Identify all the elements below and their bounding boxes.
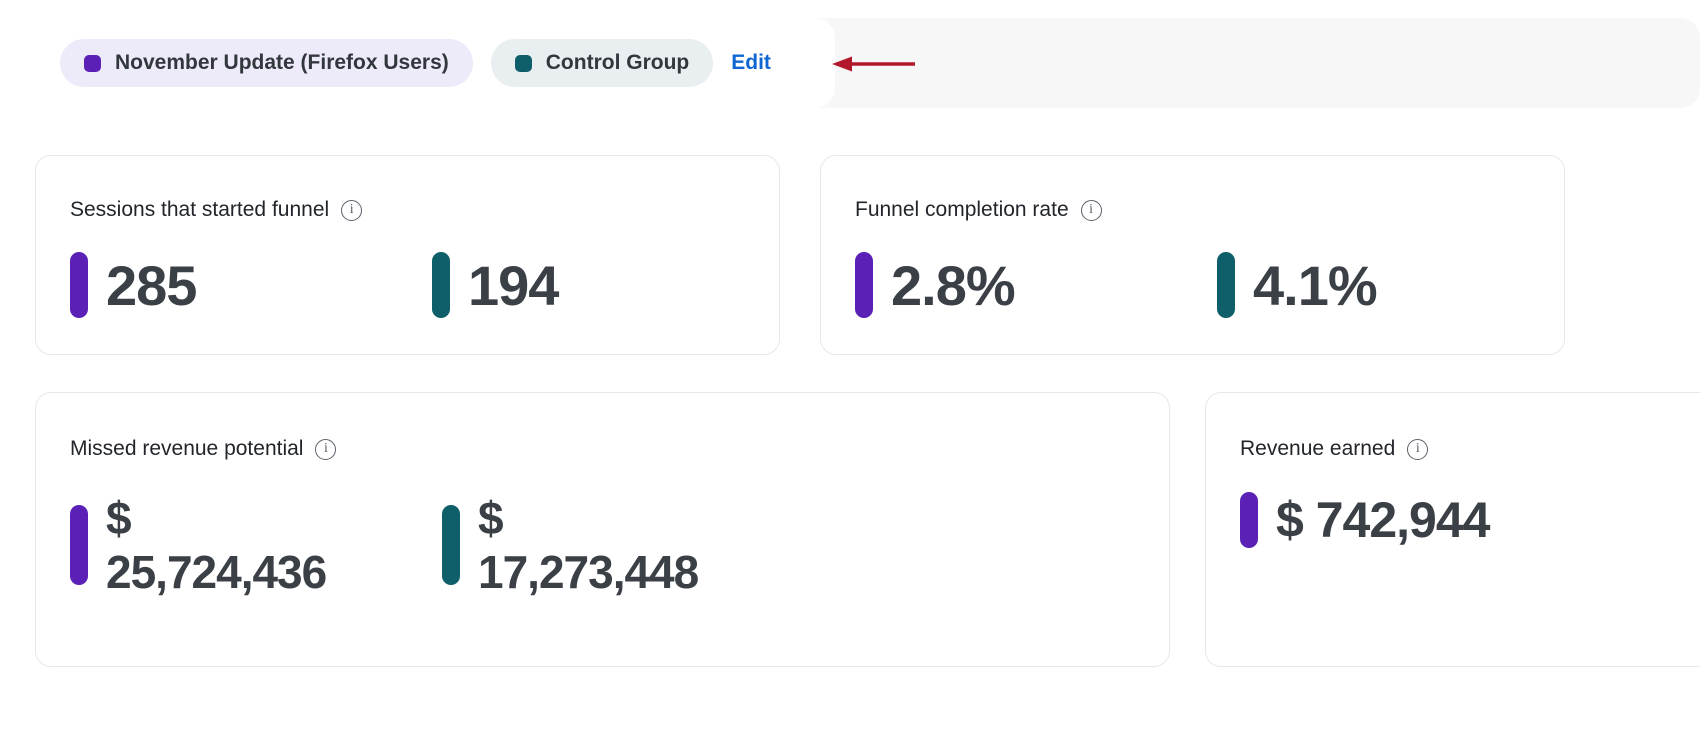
metric-amount: 194 — [468, 253, 559, 317]
variant-a-bar-icon — [70, 505, 88, 586]
metric-value-variant-b: $ 17,273,448 — [442, 491, 814, 600]
variant-b-bar-icon — [1217, 252, 1235, 318]
card-title-row: Revenue earned — [1240, 437, 1700, 461]
currency-prefix: $ — [478, 492, 504, 544]
card-title: Funnel completion rate — [855, 198, 1069, 221]
card-title: Sessions that started funnel — [70, 198, 330, 221]
metric-amount-stack: $ 17,273,448 — [478, 491, 699, 600]
info-icon[interactable] — [315, 438, 337, 460]
legend-panel: November Update (Firefox Users) Control … — [35, 18, 835, 108]
metric-value-variant-a: $ 742,944 — [1240, 491, 1602, 549]
metric-amount-stack: $ 25,724,436 — [106, 491, 327, 600]
edit-link[interactable]: Edit — [731, 51, 771, 74]
card-title: Revenue earned — [1240, 437, 1396, 460]
card-title-row: Funnel completion rate — [855, 198, 1564, 222]
metric-value-variant-a: 2.8% — [855, 252, 1217, 318]
info-icon[interactable] — [341, 199, 363, 221]
variant-a-bar-icon — [855, 252, 873, 318]
metric-card-sessions-started-funnel: Sessions that started funnel 285 194 — [35, 155, 780, 355]
variant-chip-control-group[interactable]: Control Group — [490, 39, 714, 87]
metric-card-missed-revenue-potential: Missed revenue potential $ 25,724,436 $ … — [35, 392, 1170, 667]
info-icon[interactable] — [1407, 438, 1429, 460]
card-values: $ 25,724,436 $ 17,273,448 — [70, 491, 1169, 600]
currency-prefix: $ — [106, 492, 132, 544]
variant-chip-label: November Update (Firefox Users) — [115, 51, 449, 74]
metric-value-variant-a: $ 25,724,436 — [70, 491, 442, 600]
card-values: 285 194 — [70, 252, 779, 318]
card-values: 2.8% 4.1% — [855, 252, 1564, 318]
metric-amount: 4.1% — [1253, 253, 1378, 317]
variant-b-bar-icon — [432, 252, 450, 318]
arrow-annotation-icon — [832, 56, 915, 72]
metric-amount: $ 742,944 — [1276, 492, 1490, 548]
variant-a-bar-icon — [70, 252, 88, 318]
info-icon[interactable] — [1080, 199, 1102, 221]
metric-card-funnel-completion-rate: Funnel completion rate 2.8% 4.1% — [820, 155, 1565, 355]
card-title: Missed revenue potential — [70, 437, 304, 460]
variant-a-color-swatch-icon — [84, 54, 101, 72]
metric-amount: 2.8% — [891, 253, 1016, 317]
metric-value-variant-b: 4.1% — [1217, 252, 1579, 318]
metric-amount: 25,724,436 — [106, 546, 327, 599]
card-values: $ 742,944 — [1240, 491, 1700, 549]
variant-b-color-swatch-icon — [514, 54, 532, 72]
card-title-row: Sessions that started funnel — [70, 198, 779, 222]
variant-b-bar-icon — [442, 505, 460, 586]
variant-chip-november-update[interactable]: November Update (Firefox Users) — [60, 39, 473, 87]
metric-amount: 17,273,448 — [478, 546, 699, 599]
card-title-row: Missed revenue potential — [70, 437, 1169, 461]
metric-amount: 285 — [106, 253, 197, 317]
variant-a-bar-icon — [1240, 492, 1258, 548]
variant-chip-label: Control Group — [545, 51, 690, 74]
metric-value-variant-b: 194 — [432, 252, 794, 318]
metric-value-variant-a: 285 — [70, 252, 432, 318]
metric-card-revenue-earned: Revenue earned $ 742,944 — [1205, 392, 1700, 667]
